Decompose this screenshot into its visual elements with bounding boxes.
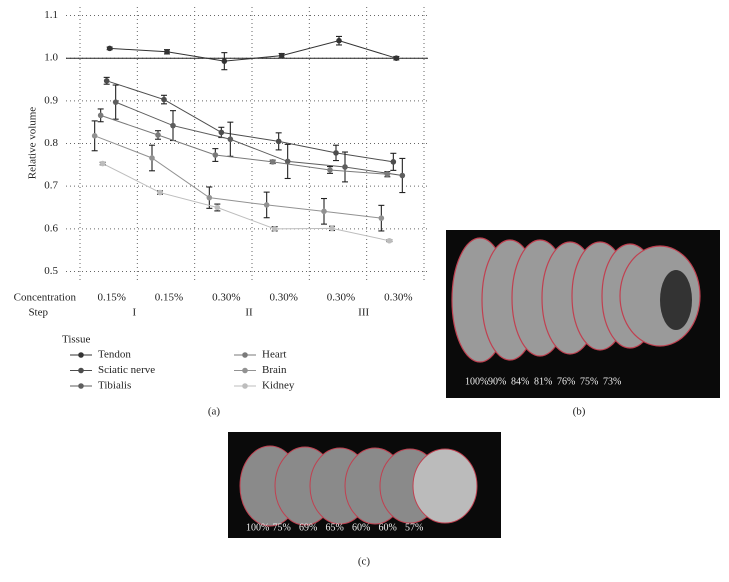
point bbox=[99, 160, 106, 167]
step-label: I bbox=[132, 307, 136, 319]
series-line bbox=[102, 163, 390, 242]
point bbox=[336, 37, 342, 44]
panel-caption: (c) bbox=[358, 556, 371, 568]
legend-marker bbox=[78, 367, 84, 374]
point bbox=[164, 48, 170, 55]
image-label: 60% bbox=[352, 522, 370, 533]
image-label: 57% bbox=[405, 522, 423, 533]
legend-label: Tibialis bbox=[98, 380, 131, 392]
image-label: 60% bbox=[379, 522, 397, 533]
point bbox=[212, 152, 219, 158]
y-tick-label: 0.9 bbox=[44, 94, 58, 106]
legend-label: Heart bbox=[262, 349, 286, 361]
x-tick-label: 0.30% bbox=[327, 292, 355, 304]
image-label: 75% bbox=[273, 522, 291, 533]
series-line bbox=[100, 114, 388, 175]
image-label: 65% bbox=[326, 522, 344, 533]
x-tick-label: 0.15% bbox=[155, 292, 183, 304]
x-row-label: Step bbox=[28, 307, 48, 319]
image-label: 69% bbox=[299, 522, 317, 533]
point bbox=[399, 172, 406, 179]
point bbox=[384, 171, 391, 178]
point bbox=[103, 77, 110, 84]
y-tick-label: 0.7 bbox=[44, 180, 58, 192]
x-row-label: Concentration bbox=[14, 292, 77, 304]
step-label: III bbox=[358, 307, 369, 319]
legend-marker bbox=[242, 352, 248, 358]
legend-label: Kidney bbox=[262, 380, 295, 392]
point bbox=[206, 194, 213, 201]
series-line bbox=[94, 135, 382, 219]
image-label: 90% bbox=[488, 376, 506, 387]
y-tick-label: 0.8 bbox=[44, 137, 58, 149]
y-tick-label: 0.6 bbox=[44, 222, 58, 234]
point bbox=[378, 215, 385, 221]
legend-marker bbox=[78, 352, 84, 358]
point bbox=[333, 150, 339, 156]
point bbox=[157, 189, 163, 196]
y-axis-label: Relative volume bbox=[27, 107, 39, 180]
x-tick-label: 0.30% bbox=[269, 292, 297, 304]
series-line bbox=[106, 80, 394, 163]
point bbox=[155, 132, 161, 138]
point bbox=[342, 164, 348, 170]
legend-marker bbox=[242, 383, 248, 389]
panel-caption: (b) bbox=[573, 406, 586, 418]
series-line bbox=[115, 101, 403, 176]
y-tick-label: 1.1 bbox=[44, 9, 58, 21]
point bbox=[271, 226, 278, 232]
image-label: 84% bbox=[511, 376, 529, 387]
point bbox=[278, 52, 285, 59]
point bbox=[393, 55, 400, 61]
legend-marker bbox=[78, 383, 84, 389]
point bbox=[227, 136, 234, 143]
point bbox=[321, 208, 327, 215]
legend-marker bbox=[242, 367, 248, 374]
point bbox=[214, 204, 221, 211]
y-tick-label: 1.0 bbox=[44, 52, 58, 64]
step-label: II bbox=[245, 307, 253, 319]
point bbox=[97, 112, 104, 119]
point bbox=[170, 122, 176, 129]
image-label: 100% bbox=[246, 522, 269, 533]
panel-caption: (a) bbox=[208, 406, 221, 418]
legend-title: Tissue bbox=[62, 334, 90, 346]
image-label: 73% bbox=[603, 376, 621, 387]
image-label: 81% bbox=[534, 376, 552, 387]
point bbox=[263, 202, 270, 208]
legend-label: Brain bbox=[262, 364, 287, 376]
image-label: 100% bbox=[465, 376, 488, 387]
point bbox=[327, 167, 333, 173]
x-tick-label: 0.15% bbox=[97, 292, 125, 304]
legend-label: Tendon bbox=[98, 349, 131, 361]
y-tick-label: 0.5 bbox=[44, 265, 58, 277]
image-b bbox=[446, 230, 720, 398]
point bbox=[329, 225, 335, 232]
point bbox=[390, 159, 397, 165]
point bbox=[275, 138, 282, 145]
series-line bbox=[109, 40, 397, 62]
legend-label: Sciatic nerve bbox=[98, 364, 155, 376]
point bbox=[386, 237, 393, 244]
point bbox=[269, 159, 276, 165]
point bbox=[284, 158, 291, 165]
point bbox=[149, 155, 155, 161]
point bbox=[106, 45, 113, 52]
x-tick-label: 0.30% bbox=[384, 292, 412, 304]
image-c bbox=[228, 432, 501, 538]
image-label: 75% bbox=[580, 376, 598, 387]
point bbox=[112, 99, 119, 105]
x-tick-label: 0.30% bbox=[212, 292, 240, 304]
point bbox=[91, 133, 98, 139]
point bbox=[218, 129, 225, 136]
point bbox=[161, 96, 167, 103]
image-label: 76% bbox=[557, 376, 575, 387]
point bbox=[221, 58, 228, 64]
